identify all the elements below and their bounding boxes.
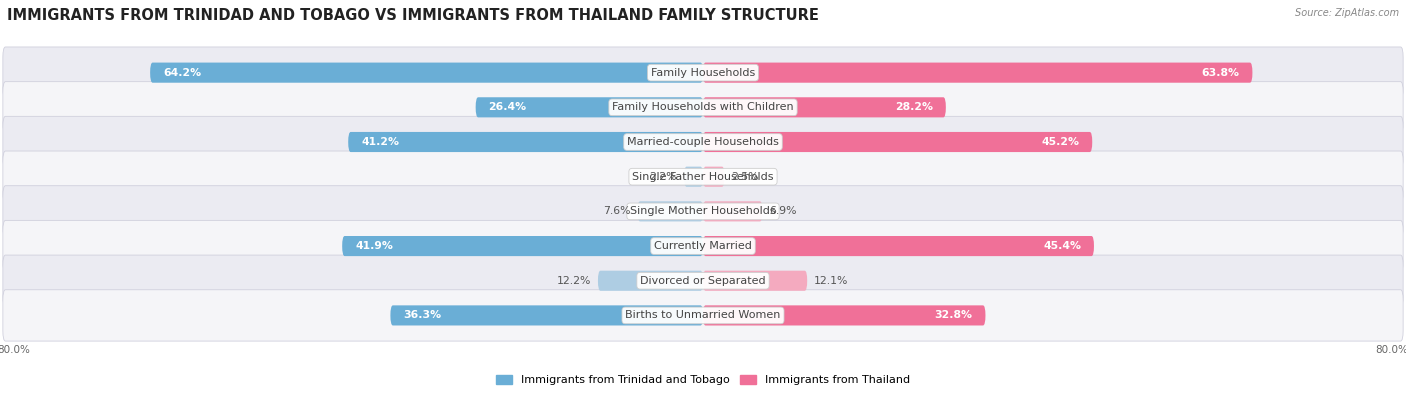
FancyBboxPatch shape bbox=[3, 186, 1403, 237]
FancyBboxPatch shape bbox=[349, 132, 703, 152]
Text: 41.2%: 41.2% bbox=[361, 137, 399, 147]
FancyBboxPatch shape bbox=[703, 132, 1092, 152]
FancyBboxPatch shape bbox=[150, 62, 703, 83]
FancyBboxPatch shape bbox=[703, 305, 986, 325]
FancyBboxPatch shape bbox=[637, 201, 703, 222]
Text: IMMIGRANTS FROM TRINIDAD AND TOBAGO VS IMMIGRANTS FROM THAILAND FAMILY STRUCTURE: IMMIGRANTS FROM TRINIDAD AND TOBAGO VS I… bbox=[7, 8, 818, 23]
Text: Family Households: Family Households bbox=[651, 68, 755, 78]
FancyBboxPatch shape bbox=[475, 97, 703, 117]
Text: 32.8%: 32.8% bbox=[935, 310, 973, 320]
Text: Currently Married: Currently Married bbox=[654, 241, 752, 251]
Text: 45.2%: 45.2% bbox=[1042, 137, 1080, 147]
Text: 6.9%: 6.9% bbox=[769, 206, 797, 216]
FancyBboxPatch shape bbox=[3, 82, 1403, 133]
Text: Divorced or Separated: Divorced or Separated bbox=[640, 276, 766, 286]
Text: Family Households with Children: Family Households with Children bbox=[612, 102, 794, 112]
FancyBboxPatch shape bbox=[3, 117, 1403, 167]
Text: 7.6%: 7.6% bbox=[603, 206, 631, 216]
FancyBboxPatch shape bbox=[3, 220, 1403, 272]
Text: Married-couple Households: Married-couple Households bbox=[627, 137, 779, 147]
Text: 45.4%: 45.4% bbox=[1043, 241, 1081, 251]
Text: 12.2%: 12.2% bbox=[557, 276, 591, 286]
FancyBboxPatch shape bbox=[703, 271, 807, 291]
FancyBboxPatch shape bbox=[703, 62, 1253, 83]
Text: 64.2%: 64.2% bbox=[163, 68, 201, 78]
FancyBboxPatch shape bbox=[703, 167, 724, 187]
Text: Single Father Households: Single Father Households bbox=[633, 172, 773, 182]
FancyBboxPatch shape bbox=[391, 305, 703, 325]
Text: 36.3%: 36.3% bbox=[404, 310, 441, 320]
Text: Source: ZipAtlas.com: Source: ZipAtlas.com bbox=[1295, 8, 1399, 18]
Text: 12.1%: 12.1% bbox=[814, 276, 848, 286]
FancyBboxPatch shape bbox=[703, 236, 1094, 256]
FancyBboxPatch shape bbox=[703, 201, 762, 222]
Text: 2.5%: 2.5% bbox=[731, 172, 759, 182]
Text: 2.2%: 2.2% bbox=[650, 172, 678, 182]
FancyBboxPatch shape bbox=[3, 255, 1403, 307]
Legend: Immigrants from Trinidad and Tobago, Immigrants from Thailand: Immigrants from Trinidad and Tobago, Imm… bbox=[496, 375, 910, 386]
FancyBboxPatch shape bbox=[3, 47, 1403, 98]
Text: Single Mother Households: Single Mother Households bbox=[630, 206, 776, 216]
Text: 41.9%: 41.9% bbox=[356, 241, 392, 251]
FancyBboxPatch shape bbox=[3, 151, 1403, 202]
FancyBboxPatch shape bbox=[703, 97, 946, 117]
Text: Births to Unmarried Women: Births to Unmarried Women bbox=[626, 310, 780, 320]
FancyBboxPatch shape bbox=[3, 290, 1403, 341]
Text: 28.2%: 28.2% bbox=[896, 102, 934, 112]
FancyBboxPatch shape bbox=[598, 271, 703, 291]
Text: 26.4%: 26.4% bbox=[488, 102, 527, 112]
FancyBboxPatch shape bbox=[685, 167, 703, 187]
Text: 63.8%: 63.8% bbox=[1202, 68, 1240, 78]
FancyBboxPatch shape bbox=[342, 236, 703, 256]
